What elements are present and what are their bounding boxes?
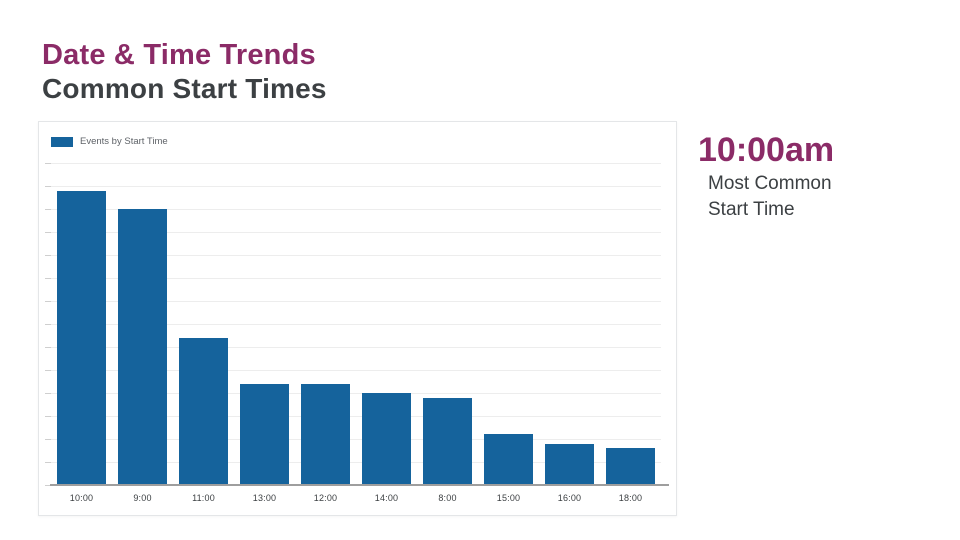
x-axis-line [50, 484, 669, 486]
x-axis-label: 13:00 [252, 493, 277, 503]
x-axis-label: 10:00 [69, 493, 94, 503]
bar-18:00[interactable] [606, 448, 655, 485]
gridline [51, 370, 661, 371]
gridline [51, 439, 661, 440]
y-axis-tick [45, 485, 51, 486]
bar-15:00[interactable] [484, 434, 533, 485]
gridline [51, 393, 661, 394]
y-axis-tick [45, 232, 51, 233]
bar-slot [112, 163, 173, 485]
x-axis-label: 12:00 [313, 493, 338, 503]
y-axis-tick [45, 186, 51, 187]
x-axis-label: 18:00 [618, 493, 643, 503]
bar-slot [356, 163, 417, 485]
legend-label: Events by Start Time [80, 136, 168, 147]
legend-swatch-icon [51, 136, 73, 147]
bar-slot [51, 163, 112, 485]
x-axis-label: 8:00 [438, 493, 457, 503]
gridline [51, 209, 661, 210]
gridline [51, 416, 661, 417]
y-axis-tick [45, 393, 51, 394]
gridline [51, 232, 661, 233]
bar-series [51, 163, 661, 485]
bar-12:00[interactable] [301, 383, 350, 485]
highlight-caption: Most Common Start Time [708, 173, 832, 220]
gridline [51, 163, 661, 164]
highlight-value: 10:00am [698, 131, 835, 169]
x-axis-label: 9:00 [133, 493, 152, 503]
gridline [51, 324, 661, 325]
bar-slot [234, 163, 295, 485]
x-axis-label: 14:00 [374, 493, 399, 503]
x-axis-labels: 10:00 9:00 11:00 13:00 12:00 14:00 8:00 15:00 16… [51, 493, 661, 503]
bar-14:00[interactable] [362, 393, 411, 485]
bar-11:00[interactable] [179, 337, 228, 485]
y-axis-tick [45, 416, 51, 417]
bar-9:00[interactable] [118, 209, 167, 485]
bar-13:00[interactable] [240, 383, 289, 485]
y-axis-tick [45, 163, 51, 164]
gridline [51, 461, 661, 463]
gridline [51, 278, 661, 279]
y-axis-tick [45, 347, 51, 348]
bar-slot [417, 163, 478, 485]
gridline [51, 255, 661, 256]
y-axis-tick [45, 209, 51, 210]
y-axis-tick [45, 324, 51, 325]
gridline [51, 301, 661, 302]
bar-slot [478, 163, 539, 485]
y-axis-tick [45, 439, 51, 440]
slide-header: Date & Time Trends Common Start Times [42, 38, 327, 105]
bar-slot [600, 163, 661, 485]
chart-legend[interactable]: Events by Start Time [51, 136, 168, 147]
y-axis-tick [45, 255, 51, 256]
bar-16:00[interactable] [545, 443, 594, 485]
bar-slot [539, 163, 600, 485]
page-title: Date & Time Trends [42, 39, 316, 71]
y-axis-tick [45, 301, 51, 302]
x-axis-label: 16:00 [557, 493, 582, 503]
x-axis-label: 11:00 [192, 493, 215, 503]
bar-10:00[interactable] [57, 190, 106, 485]
events-by-start-time-chart: Events by Start Time 10:00 9:00 11:00 13:00… [38, 121, 677, 516]
highlight-stat: 10:00am Most Common Start Time [698, 131, 858, 223]
y-axis-tick [45, 370, 51, 371]
bar-8:00[interactable] [423, 397, 472, 485]
bar-slot [173, 163, 234, 485]
y-axis-tick [45, 461, 51, 463]
x-axis-label: 15:00 [496, 493, 521, 503]
gridline [51, 347, 661, 348]
page-subtitle: Common Start Times [42, 73, 327, 104]
gridline [51, 186, 661, 187]
plot-area [45, 163, 669, 486]
bar-slot [295, 163, 356, 485]
y-axis-tick [45, 278, 51, 279]
